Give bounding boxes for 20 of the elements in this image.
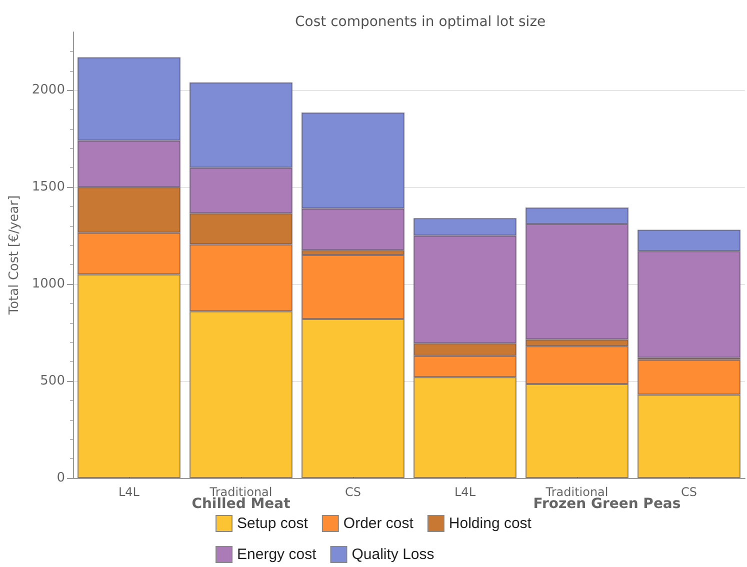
legend-label: Setup cost <box>237 515 309 532</box>
text: Chilled Meat <box>192 496 291 512</box>
text: Frozen Green Peas <box>533 496 681 512</box>
x-tick-label: Traditional <box>544 485 608 499</box>
x-tick-label: L4L <box>118 485 140 499</box>
chart-title: Cost components in optimal lot size <box>295 14 546 30</box>
y-tick-label: 2000 <box>32 82 65 98</box>
y-tick-label: 1000 <box>32 276 65 292</box>
y-tick-label: 0 <box>56 470 65 486</box>
y-tick-label: 500 <box>40 374 65 389</box>
x-tick-label: CS <box>681 485 697 499</box>
y-axis-title: Total Cost [€/year] <box>7 195 22 316</box>
legend-label: Energy cost <box>237 546 318 563</box>
legend-label: Order cost <box>343 515 414 532</box>
x-tick-label: Traditional <box>208 485 272 499</box>
x-tick-label: L4L <box>454 485 476 499</box>
legend-label: Quality Loss <box>352 546 434 563</box>
x-tick-label: CS <box>344 485 361 499</box>
legend-label: Holding cost <box>448 515 532 532</box>
y-tick-label: 1500 <box>32 180 65 195</box>
